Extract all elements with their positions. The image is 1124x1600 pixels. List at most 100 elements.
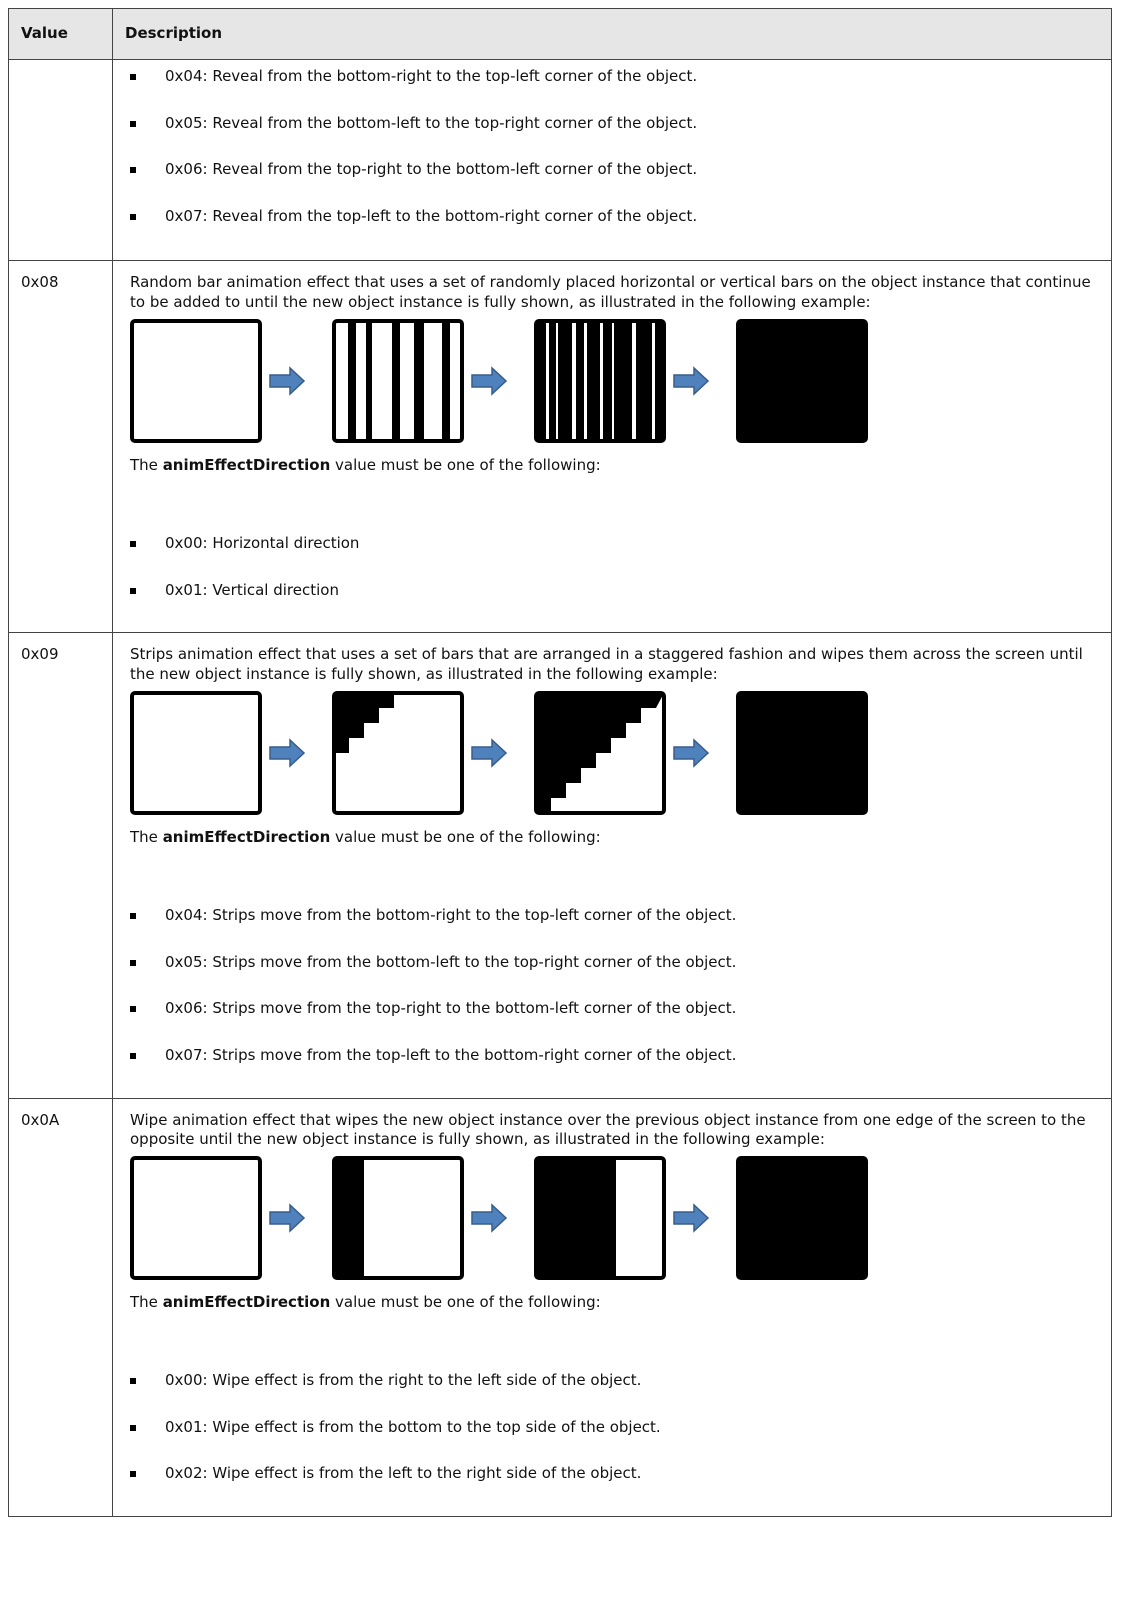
bullet-marker (130, 587, 136, 594)
bullet-text: 0x00: Horizontal direction (165, 534, 360, 553)
bullet-text: 0x05: Reveal from the bottom-left to the… (165, 113, 698, 132)
frame (130, 318, 262, 443)
gap (612, 320, 614, 441)
description-cell: Random bar animation effect that uses a … (112, 260, 1112, 634)
bullet-item: 0x04: Strips move from the bottom-right … (130, 906, 1097, 926)
intro-text: value must be one of the following: (335, 455, 601, 474)
frame (332, 318, 464, 443)
intro-text: value must be one of the following: (335, 1292, 601, 1311)
bullet-item: 0x07: Strips move from the top-left to t… (130, 1046, 1097, 1066)
arrow (471, 737, 508, 768)
fill (738, 692, 866, 813)
bullet-item: 0x06: Reveal from the top-right to the b… (130, 160, 1097, 180)
bar (442, 320, 450, 441)
bullet-item: 0x05: Strips move from the bottom-left t… (130, 953, 1097, 973)
table-row: 0x08 Random bar animation effect that use… (8, 260, 1112, 634)
description-cell: 0x04: Reveal from the bottom-right to th… (112, 58, 1112, 262)
value-cell (8, 58, 113, 262)
bullet-marker (130, 1378, 136, 1385)
bullet-marker (130, 959, 136, 966)
direction-intro: The animEffectDirection value must be on… (130, 1293, 1097, 1313)
arrow (269, 365, 306, 396)
bullet-item: 0x00: Horizontal direction (130, 534, 1097, 554)
frame-content (536, 692, 664, 813)
bullet-item: 0x06: Strips move from the top-right to … (130, 999, 1097, 1019)
arrow (673, 1202, 710, 1233)
description-text: Strips animation effect that uses a set … (130, 645, 1083, 683)
bullet-marker (130, 541, 136, 548)
fill (738, 320, 866, 441)
gap (546, 320, 549, 441)
frame (534, 318, 666, 443)
bullet-marker (130, 213, 136, 220)
bullet-marker (130, 1424, 136, 1431)
keyword: animEffectDirection (162, 455, 331, 474)
description-text: Wipe animation effect that wipes the new… (130, 1110, 1086, 1149)
arrow (471, 1202, 508, 1233)
bullet-text: 0x04: Strips move from the bottom-right … (165, 906, 737, 925)
description-text: Random bar animation effect that uses a … (130, 273, 1091, 311)
frame (332, 1155, 464, 1280)
frame-content (738, 320, 866, 441)
bullet-marker (130, 1052, 136, 1059)
direction-intro: The animEffectDirection value must be on… (130, 828, 1097, 848)
gap (632, 320, 636, 441)
strips (334, 692, 394, 753)
bullet-text: 0x05: Strips move from the bottom-left t… (165, 952, 737, 971)
frame (332, 690, 464, 815)
bullet-marker (130, 913, 136, 920)
bullet-item: 0x01: Vertical direction (130, 581, 1097, 601)
header-row: Value Description (8, 8, 1112, 60)
bar (348, 320, 356, 441)
frame-content (334, 692, 394, 753)
gap (572, 320, 576, 441)
illustration (130, 690, 868, 815)
illustration (130, 1155, 868, 1280)
gap (652, 320, 655, 441)
table-row: 0x04: Reveal from the bottom-right to th… (8, 58, 1112, 262)
bullet-text: 0x07: Reveal from the top-left to the bo… (165, 206, 698, 225)
illustration (130, 318, 868, 443)
gap (600, 320, 603, 441)
frame (736, 1155, 868, 1280)
bullet-item: 0x04: Reveal from the bottom-right to th… (130, 67, 1097, 87)
arrow (471, 365, 508, 396)
description-cell: Wipe animation effect that wipes the new… (112, 1097, 1112, 1518)
bullet-item: 0x05: Reveal from the bottom-left to the… (130, 114, 1097, 134)
table-row: 0x09 Strips animation effect that uses a … (8, 632, 1112, 1099)
keyword: animEffectDirection (162, 827, 331, 846)
gap (556, 320, 558, 441)
bullet-marker (130, 1006, 136, 1013)
direction-intro: The animEffectDirection value must be on… (130, 456, 1097, 476)
header-cell: Value (8, 8, 113, 60)
intro-text: The (130, 455, 158, 474)
frame (736, 318, 868, 443)
bullet-text: 0x06: Strips move from the top-right to … (165, 999, 737, 1018)
frame (130, 690, 262, 815)
bullet-marker (130, 120, 136, 127)
arrow (269, 737, 306, 768)
frame (534, 1155, 666, 1280)
intro-text: The (130, 1292, 158, 1311)
wipe (334, 1157, 364, 1278)
bullet-marker (130, 1471, 136, 1478)
arrow (269, 1202, 306, 1233)
bar (392, 320, 400, 441)
strips (536, 692, 664, 813)
gap (584, 320, 587, 441)
keyword: animEffectDirection (162, 1292, 331, 1311)
bar (414, 320, 424, 441)
table-body: 0x04: Reveal from the bottom-right to th… (8, 58, 1112, 1518)
value-cell: 0x09 (8, 632, 113, 1099)
frame-content (536, 320, 664, 441)
bullet-text: 0x04: Reveal from the bottom-right to th… (165, 67, 698, 85)
value-cell: 0x08 (8, 260, 113, 634)
header-cell: Description (112, 8, 1112, 60)
bullet-text: 0x01: Vertical direction (165, 580, 339, 599)
intro-text: value must be one of the following: (335, 827, 601, 846)
bullet-text: 0x06: Reveal from the top-right to the b… (165, 160, 698, 179)
frame-content (738, 692, 866, 813)
bullet-item: 0x07: Reveal from the top-left to the bo… (130, 207, 1097, 227)
arrow (673, 737, 710, 768)
arrow (673, 365, 710, 396)
